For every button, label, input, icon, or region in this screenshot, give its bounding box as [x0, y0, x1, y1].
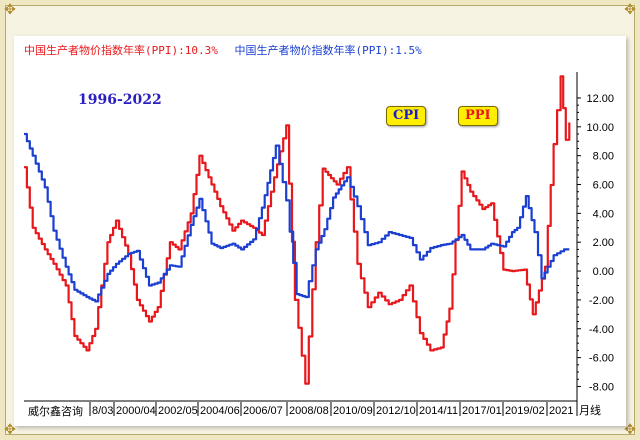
- legend-ppi: 中国生产者物价指数年率(PPI):10.3%: [24, 44, 218, 57]
- series-line-ppi: [24, 75, 571, 385]
- x-tick-label: 2004/06: [200, 405, 240, 417]
- corner-ornament-icon: ✥: [4, 422, 16, 438]
- period-label: 1996-2022: [78, 92, 162, 108]
- x-tick-label: 2017/01: [462, 405, 502, 417]
- x-tick-label: 2021: [549, 405, 573, 417]
- y-tick-label: 2.00: [593, 237, 614, 249]
- legend-cpi: 中国生产者物价指数年率(PPI):1.5%: [234, 44, 422, 57]
- y-tick-label: -8.00: [589, 381, 614, 393]
- y-tick-label: 4.00: [593, 208, 614, 220]
- x-tick-label: 月线: [579, 403, 601, 417]
- x-tick-label: 2002/05: [158, 405, 198, 417]
- series-line-cpi: [24, 132, 570, 303]
- y-tick-label: 0.00: [593, 266, 614, 278]
- x-tick-label: 8/03: [92, 405, 113, 417]
- y-tick-label: 8.00: [593, 151, 614, 163]
- y-tick-label: -4.00: [589, 324, 614, 336]
- x-tick-label: 2006/07: [243, 405, 283, 417]
- cpi-badge: CPI: [386, 106, 427, 126]
- x-tick-label: 2019/02: [505, 405, 545, 417]
- corner-ornament-icon: ✥: [624, 422, 636, 438]
- time-axis-bar: 威尔鑫咨询: [24, 402, 608, 418]
- x-tick-label: 2008/08: [289, 405, 329, 417]
- x-tick-label: 2000/04: [116, 405, 156, 417]
- y-tick-label: -2.00: [589, 295, 614, 307]
- corner-ornament-icon: ✥: [4, 2, 16, 18]
- y-tick-label: -6.00: [589, 353, 614, 365]
- y-tick-label: 12.00: [586, 93, 614, 105]
- x-tick-label: 2012/10: [376, 405, 416, 417]
- brand-label: 威尔鑫咨询: [28, 406, 83, 418]
- x-axis: 8/03 2000/04 2002/05 2004/06 2006/07 2008/08 2…: [24, 400, 601, 417]
- y-axis: -8.00 -6.00 -4.00 -2.00 0.00 2.00 4.00 6.00 8.00…: [576, 72, 614, 402]
- corner-ornament-icon: ✥: [624, 2, 636, 18]
- series-layer: [24, 75, 571, 385]
- y-tick-label: 6.00: [593, 180, 614, 192]
- x-tick-label: 2010/09: [333, 405, 373, 417]
- y-tick-label: 10.00: [586, 122, 614, 134]
- x-tick-label: 2014/11: [419, 405, 458, 417]
- chart-legend: 中国生产者物价指数年率(PPI):10.3% 中国生产者物价指数年率(PPI):…: [24, 42, 422, 58]
- ppi-badge: PPI: [458, 106, 498, 126]
